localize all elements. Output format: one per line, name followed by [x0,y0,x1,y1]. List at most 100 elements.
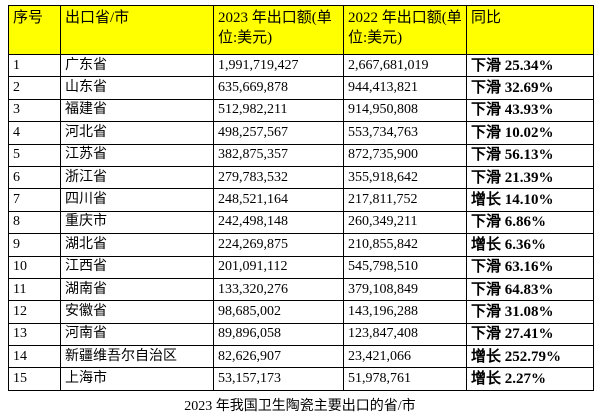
table-row: 12 安徽省 98,685,002 143,196,288 下滑 31.08% [8,300,594,324]
table-row: 15 上海市 53,157,173 51,978,761 增长 2.27% [8,367,594,391]
table-cell: 242,498,148 [213,210,344,235]
table-cell: 512,982,211 [213,98,344,123]
table-cell: 279,783,532 [213,165,344,190]
table-cell: 635,669,878 [213,76,344,100]
header-cell: 同比 [466,5,594,55]
table-cell: 广东省 [60,53,214,78]
table-cell: 11 [8,277,61,302]
table-cell: 248,521,164 [213,188,344,212]
table-cell: 217,811,752 [343,188,467,212]
table-cell: 210,855,842 [343,233,467,257]
table-cell: 增长 14.10% [466,188,594,212]
table-cell: 下滑 10.02% [466,121,594,145]
table-cell: 四川省 [60,188,214,212]
caption: 2023 年我国卫生陶瓷主要出口的省/市 [184,399,416,414]
table-cell: 下滑 32.69% [466,76,594,100]
table-cell: 10 [8,255,61,279]
table-cell: 260,349,211 [343,210,467,235]
header-cell: 2022 年出口额(单位:美元) [343,5,467,55]
table-cell: 江苏省 [60,143,214,167]
table-cell: 944,413,821 [343,76,467,100]
table-cell: 浙江省 [60,165,214,190]
table-cell: 201,091,112 [213,255,344,279]
table-cell: 9 [8,233,61,257]
table-cell: 224,269,875 [213,233,344,257]
table-cell: 新疆维吾尔自治区 [60,345,214,369]
table-row: 5 江苏省 382,875,357 872,735,900 下滑 56.13% [8,143,594,167]
table-row: 6 浙江省 279,783,532 355,918,642 下滑 21.39% [8,165,594,190]
table-cell: 下滑 6.86% [466,210,594,235]
table-cell: 2,667,681,019 [343,53,467,78]
table-cell: 13 [8,322,61,347]
table-row: 9 湖北省 224,269,875 210,855,842 增长 6.36% [8,233,594,257]
table-row: 3 福建省 512,982,211 914,950,808 下滑 43.93% [8,98,594,123]
table-row: 8 重庆市 242,498,148 260,349,211 下滑 6.86% [8,210,594,235]
table-cell: 14 [8,345,61,369]
table-cell: 51,978,761 [343,367,467,391]
table-cell: 下滑 43.93% [466,98,594,123]
table-cell: 382,875,357 [213,143,344,167]
table-cell: 8 [8,210,61,235]
table-row: 13 河南省 89,896,058 123,847,408 下滑 27.41% [8,322,594,347]
table-cell: 914,950,808 [343,98,467,123]
table-cell: 增长 2.27% [466,367,594,391]
table-cell: 4 [8,121,61,145]
table-cell: 89,896,058 [213,322,344,347]
table-cell: 湖北省 [60,233,214,257]
table-row: 1 广东省 1,991,719,427 2,667,681,019 下滑 25.34% [8,53,594,78]
table-cell: 增长 252.79% [466,345,594,369]
table-cell: 河北省 [60,121,214,145]
table-cell: 河南省 [60,322,214,347]
table-cell: 12 [8,300,61,324]
table-cell: 98,685,002 [213,300,344,324]
table-row: 11 湖南省 133,320,276 379,108,849 下滑 64.83% [8,277,594,302]
table-cell: 湖南省 [60,277,214,302]
table-cell: 133,320,276 [213,277,344,302]
export-table: 序号 出口省/市 2023 年出口额(单位:美元) 2022 年出口额(单位:美元) 同… [8,5,594,391]
table-cell: 下滑 31.08% [466,300,594,324]
table-cell: 增长 6.36% [466,233,594,257]
table-row: 2 山东省 635,669,878 944,413,821 下滑 32.69% [8,76,594,100]
table-cell: 1 [8,53,61,78]
table-cell: 3 [8,98,61,123]
table-cell: 123,847,408 [343,322,467,347]
table-wrap: 序号 出口省/市 2023 年出口额(单位:美元) 2022 年出口额(单位:美元) 同… [8,5,594,391]
table-row: 7 四川省 248,521,164 217,811,752 增长 14.10% [8,188,594,212]
table-cell: 5 [8,143,61,167]
header-cell: 出口省/市 [60,5,214,55]
table-body: 1 广东省 1,991,719,427 2,667,681,019 下滑 25.34% 2… [8,53,594,391]
table-cell: 15 [8,367,61,391]
table-cell: 23,421,066 [343,345,467,369]
header-cell: 2023 年出口额(单位:美元) [213,5,344,55]
table-cell: 6 [8,165,61,190]
table-cell: 82,626,907 [213,345,344,369]
table-cell: 2 [8,76,61,100]
table-cell: 545,798,510 [343,255,467,279]
header-cell: 序号 [8,5,61,55]
table-row: 14 新疆维吾尔自治区 82,626,907 23,421,066 增长 252.79% [8,345,594,369]
table-cell: 上海市 [60,367,214,391]
table-cell: 1,991,719,427 [213,53,344,78]
table-row: 4 河北省 498,257,567 553,734,763 下滑 10.02% [8,121,594,145]
table-cell: 下滑 63.16% [466,255,594,279]
header-row: 序号 出口省/市 2023 年出口额(单位:美元) 2022 年出口额(单位:美元) 同… [8,5,594,55]
table-cell: 143,196,288 [343,300,467,324]
table-cell: 498,257,567 [213,121,344,145]
table-cell: 安徽省 [60,300,214,324]
table-cell: 江西省 [60,255,214,279]
table-cell: 下滑 56.13% [466,143,594,167]
table-cell: 重庆市 [60,210,214,235]
table-cell: 山东省 [60,76,214,100]
table-row: 10 江西省 201,091,112 545,798,510 下滑 63.16% [8,255,594,279]
table-cell: 下滑 25.34% [466,53,594,78]
table-cell: 下滑 27.41% [466,322,594,347]
table-cell: 355,918,642 [343,165,467,190]
table-cell: 下滑 64.83% [466,277,594,302]
table-cell: 53,157,173 [213,367,344,391]
table-cell: 下滑 21.39% [466,165,594,190]
table-cell: 872,735,900 [343,143,467,167]
table-cell: 7 [8,188,61,212]
table-cell: 福建省 [60,98,214,123]
table-cell: 379,108,849 [343,277,467,302]
